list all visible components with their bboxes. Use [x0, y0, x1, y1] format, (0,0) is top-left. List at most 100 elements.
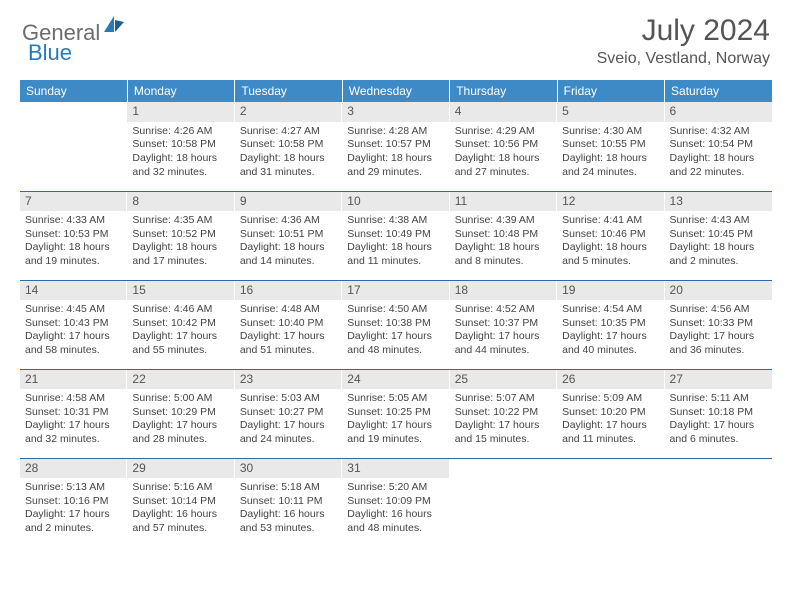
calendar-day-cell: 16Sunrise: 4:48 AMSunset: 10:40 PMDaylig…	[235, 280, 342, 369]
sunset-text: Sunset: 10:37 PM	[455, 317, 552, 331]
calendar-day-cell: 21Sunrise: 4:58 AMSunset: 10:31 PMDaylig…	[20, 369, 127, 458]
sunset-text: Sunset: 10:29 PM	[132, 406, 229, 420]
sunset-text: Sunset: 10:58 PM	[132, 138, 229, 152]
sunrise-text: Sunrise: 4:28 AM	[347, 125, 444, 139]
sunset-text: Sunset: 10:53 PM	[25, 228, 122, 242]
sunrise-text: Sunrise: 4:58 AM	[25, 392, 122, 406]
day-content: Sunrise: 4:58 AMSunset: 10:31 PMDaylight…	[20, 389, 127, 449]
day-number: 12	[557, 192, 664, 212]
calendar-day-cell	[20, 102, 127, 191]
day-number: 27	[665, 370, 772, 390]
daylight-text: Daylight: 17 hours and 11 minutes.	[562, 419, 659, 446]
calendar-day-cell: 2Sunrise: 4:27 AMSunset: 10:58 PMDayligh…	[235, 102, 342, 191]
sunrise-text: Sunrise: 4:27 AM	[240, 125, 337, 139]
weekday-header: Friday	[557, 80, 664, 102]
month-title: July 2024	[597, 14, 770, 48]
calendar-day-cell: 14Sunrise: 4:45 AMSunset: 10:43 PMDaylig…	[20, 280, 127, 369]
sunset-text: Sunset: 10:18 PM	[670, 406, 767, 420]
sunrise-text: Sunrise: 4:29 AM	[455, 125, 552, 139]
calendar-day-cell: 28Sunrise: 5:13 AMSunset: 10:16 PMDaylig…	[20, 458, 127, 547]
sunset-text: Sunset: 10:46 PM	[562, 228, 659, 242]
calendar-day-cell: 8Sunrise: 4:35 AMSunset: 10:52 PMDayligh…	[127, 191, 234, 280]
day-number: 23	[235, 370, 342, 390]
sunset-text: Sunset: 10:58 PM	[240, 138, 337, 152]
day-content: Sunrise: 4:50 AMSunset: 10:38 PMDaylight…	[342, 300, 449, 360]
sunrise-text: Sunrise: 4:48 AM	[240, 303, 337, 317]
day-number: 11	[450, 192, 557, 212]
sunrise-text: Sunrise: 4:30 AM	[562, 125, 659, 139]
day-content: Sunrise: 5:05 AMSunset: 10:25 PMDaylight…	[342, 389, 449, 449]
sunset-text: Sunset: 10:40 PM	[240, 317, 337, 331]
day-number: 25	[450, 370, 557, 390]
daylight-text: Daylight: 17 hours and 36 minutes.	[670, 330, 767, 357]
day-number	[450, 459, 557, 479]
sunrise-text: Sunrise: 4:35 AM	[132, 214, 229, 228]
sunset-text: Sunset: 10:52 PM	[132, 228, 229, 242]
calendar-day-cell: 23Sunrise: 5:03 AMSunset: 10:27 PMDaylig…	[235, 369, 342, 458]
daylight-text: Daylight: 17 hours and 44 minutes.	[455, 330, 552, 357]
calendar-day-cell: 26Sunrise: 5:09 AMSunset: 10:20 PMDaylig…	[557, 369, 664, 458]
daylight-text: Daylight: 18 hours and 27 minutes.	[455, 152, 552, 179]
day-number: 29	[127, 459, 234, 479]
daylight-text: Daylight: 18 hours and 32 minutes.	[132, 152, 229, 179]
calendar-day-cell: 1Sunrise: 4:26 AMSunset: 10:58 PMDayligh…	[127, 102, 234, 191]
daylight-text: Daylight: 18 hours and 5 minutes.	[562, 241, 659, 268]
calendar-day-cell: 29Sunrise: 5:16 AMSunset: 10:14 PMDaylig…	[127, 458, 234, 547]
sunset-text: Sunset: 10:57 PM	[347, 138, 444, 152]
sunrise-text: Sunrise: 4:50 AM	[347, 303, 444, 317]
day-content: Sunrise: 5:16 AMSunset: 10:14 PMDaylight…	[127, 478, 234, 538]
sunset-text: Sunset: 10:45 PM	[670, 228, 767, 242]
sunrise-text: Sunrise: 5:00 AM	[132, 392, 229, 406]
day-number: 17	[342, 281, 449, 301]
daylight-text: Daylight: 17 hours and 28 minutes.	[132, 419, 229, 446]
day-content: Sunrise: 4:45 AMSunset: 10:43 PMDaylight…	[20, 300, 127, 360]
day-content: Sunrise: 4:30 AMSunset: 10:55 PMDaylight…	[557, 122, 664, 182]
sunrise-text: Sunrise: 5:11 AM	[670, 392, 767, 406]
day-content: Sunrise: 4:36 AMSunset: 10:51 PMDaylight…	[235, 211, 342, 271]
sunset-text: Sunset: 10:43 PM	[25, 317, 122, 331]
day-content: Sunrise: 5:11 AMSunset: 10:18 PMDaylight…	[665, 389, 772, 449]
sunrise-text: Sunrise: 4:56 AM	[670, 303, 767, 317]
day-content: Sunrise: 4:48 AMSunset: 10:40 PMDaylight…	[235, 300, 342, 360]
day-number: 19	[557, 281, 664, 301]
calendar-day-cell: 18Sunrise: 4:52 AMSunset: 10:37 PMDaylig…	[450, 280, 557, 369]
calendar-day-cell	[665, 458, 772, 547]
day-content: Sunrise: 4:35 AMSunset: 10:52 PMDaylight…	[127, 211, 234, 271]
calendar-day-cell: 27Sunrise: 5:11 AMSunset: 10:18 PMDaylig…	[665, 369, 772, 458]
sunrise-text: Sunrise: 4:43 AM	[670, 214, 767, 228]
sunset-text: Sunset: 10:14 PM	[132, 495, 229, 509]
day-content: Sunrise: 5:13 AMSunset: 10:16 PMDaylight…	[20, 478, 127, 538]
calendar-day-cell: 9Sunrise: 4:36 AMSunset: 10:51 PMDayligh…	[235, 191, 342, 280]
sunrise-text: Sunrise: 5:03 AM	[240, 392, 337, 406]
day-number: 3	[342, 102, 449, 122]
calendar-day-cell: 6Sunrise: 4:32 AMSunset: 10:54 PMDayligh…	[665, 102, 772, 191]
day-content: Sunrise: 5:07 AMSunset: 10:22 PMDaylight…	[450, 389, 557, 449]
sunrise-text: Sunrise: 4:26 AM	[132, 125, 229, 139]
sunset-text: Sunset: 10:22 PM	[455, 406, 552, 420]
sunrise-text: Sunrise: 5:07 AM	[455, 392, 552, 406]
sunrise-text: Sunrise: 4:38 AM	[347, 214, 444, 228]
sunset-text: Sunset: 10:51 PM	[240, 228, 337, 242]
sunset-text: Sunset: 10:09 PM	[347, 495, 444, 509]
sunset-text: Sunset: 10:20 PM	[562, 406, 659, 420]
day-content: Sunrise: 5:18 AMSunset: 10:11 PMDaylight…	[235, 478, 342, 538]
sail-icon	[102, 14, 126, 39]
sunrise-text: Sunrise: 5:05 AM	[347, 392, 444, 406]
calendar-day-cell	[450, 458, 557, 547]
day-number: 7	[20, 192, 127, 212]
day-number: 14	[20, 281, 127, 301]
sunset-text: Sunset: 10:38 PM	[347, 317, 444, 331]
day-number: 9	[235, 192, 342, 212]
sunrise-text: Sunrise: 4:33 AM	[25, 214, 122, 228]
daylight-text: Daylight: 18 hours and 8 minutes.	[455, 241, 552, 268]
day-content: Sunrise: 4:41 AMSunset: 10:46 PMDaylight…	[557, 211, 664, 271]
header: General July 2024 Sveio, Vestland, Norwa…	[0, 0, 792, 76]
day-content: Sunrise: 5:09 AMSunset: 10:20 PMDaylight…	[557, 389, 664, 449]
daylight-text: Daylight: 18 hours and 14 minutes.	[240, 241, 337, 268]
sunset-text: Sunset: 10:11 PM	[240, 495, 337, 509]
calendar-day-cell: 10Sunrise: 4:38 AMSunset: 10:49 PMDaylig…	[342, 191, 449, 280]
day-content: Sunrise: 4:32 AMSunset: 10:54 PMDaylight…	[665, 122, 772, 182]
weekday-header: Wednesday	[342, 80, 449, 102]
daylight-text: Daylight: 18 hours and 19 minutes.	[25, 241, 122, 268]
daylight-text: Daylight: 16 hours and 48 minutes.	[347, 508, 444, 535]
